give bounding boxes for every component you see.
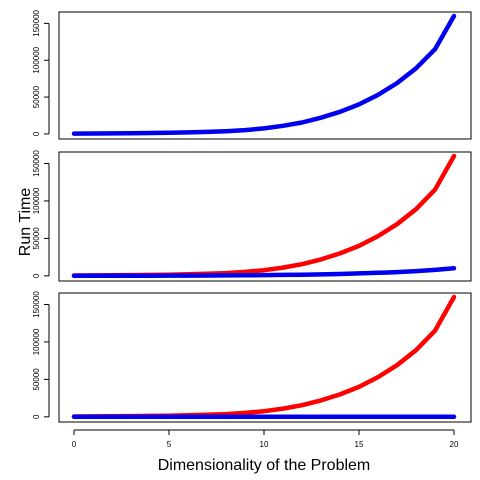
y-tick-label: 50000 [32,227,41,250]
x-tick-label: 20 [450,440,459,449]
x-axis-title: Dimensionality of the Problem [158,457,371,474]
plot-frame [58,11,472,140]
y-tick-label: 0 [32,273,41,278]
y-tick-label: 100000 [32,46,41,73]
series-line-2 [71,266,457,279]
x-tick-label: 15 [355,440,364,449]
y-tick-label: 100000 [32,187,41,214]
y-tick-label: 0 [32,131,41,136]
panel-3: 0 50000 100000 150000 0 5 10 15 20 Dimensionality… [32,291,472,474]
y-tick-label: 150000 [32,9,41,36]
y-tick-label: 150000 [32,291,41,318]
x-tick-label: 10 [260,440,269,449]
panel-1: 0 50000 100000 150000 [32,9,472,140]
y-tick-label: 150000 [32,150,41,177]
series-line-1 [71,13,457,136]
panels: 0500001000001500000500001000001500000500… [32,9,472,474]
series-line-1 [71,294,457,419]
y-tick-label: 50000 [32,85,41,108]
plot-frame [58,151,472,282]
plot-frame [58,292,472,423]
panel-2: 0 50000 100000 150000 [32,150,472,282]
series-line-1 [71,153,457,278]
y-tick-label: 100000 [32,328,41,355]
y-tick-label: 50000 [32,368,41,391]
shared-y-axis-title: Run Time [17,188,34,257]
x-tick-label: 5 [167,440,172,449]
x-tick-label: 0 [72,440,77,449]
y-tick-label: 0 [32,414,41,419]
